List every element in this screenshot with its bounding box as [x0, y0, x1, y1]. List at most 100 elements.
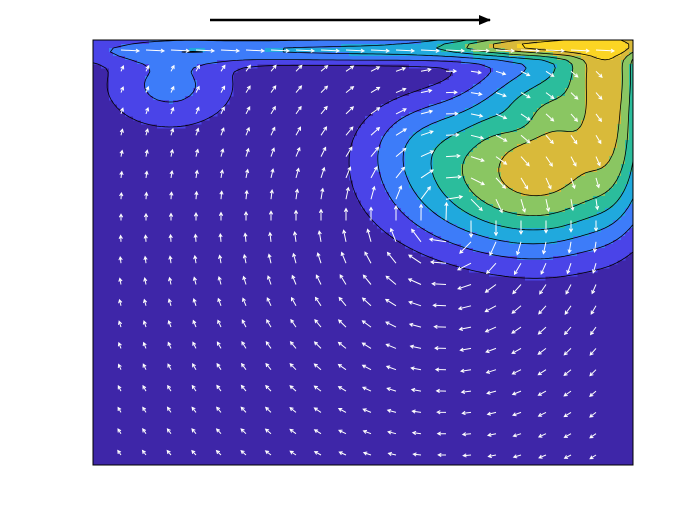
velocity-vector: [170, 106, 175, 115]
contour-cell: [461, 92, 494, 97]
contour-cell: [625, 56, 633, 61]
contour-cell: [357, 132, 386, 137]
contour-cell: [569, 80, 586, 85]
velocity-vector: [167, 341, 172, 349]
velocity-vector: [118, 298, 123, 306]
contour-cell: [621, 92, 630, 97]
contour-cell: [401, 240, 450, 245]
contour-cell: [621, 68, 630, 73]
contour-cell: [473, 48, 506, 53]
velocity-vector: [316, 252, 322, 264]
velocity-vector: [245, 168, 250, 179]
velocity-vector: [545, 48, 566, 53]
contour-cell: [617, 132, 630, 137]
contour-cell: [385, 184, 410, 189]
contour-cell: [493, 68, 526, 73]
contour-cell: [621, 96, 630, 101]
velocity-vector: [167, 319, 172, 328]
velocity-vector: [445, 195, 464, 200]
velocity-vector: [264, 406, 272, 413]
contour-cell: [405, 172, 434, 177]
velocity-vector: [486, 411, 497, 416]
contour-cell: [193, 88, 234, 93]
contour-cell: [565, 224, 610, 229]
contour-cell: [553, 68, 574, 73]
contour-cell: [573, 180, 618, 185]
contour-cell: [109, 92, 150, 97]
velocity-vector: [240, 428, 247, 435]
contour-cell: [505, 84, 538, 89]
contour-cell: [581, 124, 618, 129]
contour-cell: [621, 192, 633, 197]
contour-cell: [457, 264, 610, 269]
velocity-vector: [119, 128, 124, 136]
velocity-vector: [270, 64, 277, 72]
contour-cell: [393, 124, 430, 129]
contour-cell: [381, 172, 406, 177]
contour-cell: [505, 184, 566, 189]
velocity-vector: [512, 454, 522, 459]
contour-cell: [597, 212, 626, 217]
velocity-vector: [241, 341, 247, 349]
contour-cell: [401, 208, 430, 213]
contour-cell: [501, 156, 610, 161]
contour-cell: [585, 76, 622, 81]
velocity-vector: [191, 428, 197, 435]
velocity-vector: [220, 148, 225, 157]
velocity-vector: [487, 453, 497, 459]
contour-cell: [629, 72, 633, 77]
contour-cell: [409, 140, 442, 145]
contour-cell: [573, 64, 586, 69]
velocity-vector: [143, 298, 148, 306]
velocity-vector: [240, 406, 247, 413]
contour-cell: [121, 44, 342, 49]
velocity-vector: [411, 430, 422, 436]
velocity-vector: [216, 384, 222, 392]
velocity-vector: [141, 449, 147, 456]
velocity-vector: [219, 169, 224, 178]
contour-cell: [453, 200, 486, 205]
contour-cell: [597, 56, 614, 61]
velocity-vector: [386, 251, 397, 264]
contour-cell: [501, 172, 586, 177]
contour-cell: [473, 52, 510, 57]
velocity-vector: [445, 174, 463, 180]
contour-cell: [625, 232, 633, 237]
contour-cell: [609, 188, 626, 193]
velocity-vector: [339, 274, 347, 285]
velocity-vector: [408, 254, 422, 264]
contour-cell: [501, 132, 546, 137]
contour-cell: [629, 44, 633, 49]
velocity-vector: [119, 170, 124, 178]
velocity-vector: [420, 67, 432, 73]
contour-cell: [381, 180, 410, 185]
velocity-vector: [484, 284, 497, 293]
velocity-vector: [543, 220, 549, 234]
velocity-vector: [520, 134, 531, 144]
contour-cell: [409, 136, 450, 141]
velocity-vector: [192, 341, 197, 349]
velocity-vector: [458, 326, 472, 331]
contour-cell: [401, 116, 446, 121]
contour-cell: [405, 164, 434, 169]
velocity-vector: [545, 199, 551, 213]
contour-cell: [457, 112, 502, 117]
contour-cell: [481, 120, 530, 125]
velocity-vector: [411, 409, 422, 414]
contour-cell: [361, 204, 398, 209]
velocity-vector: [119, 149, 124, 157]
velocity-vector: [118, 320, 123, 328]
contour-cell: [413, 248, 474, 253]
contour-cell: [109, 96, 154, 101]
contour-cell: [621, 64, 630, 69]
velocity-vector: [418, 203, 424, 221]
velocity-vector: [410, 387, 422, 393]
contour-cell: [441, 260, 618, 265]
contour-cell: [585, 68, 622, 73]
contour-cell: [505, 108, 538, 113]
contour-cell: [521, 72, 554, 77]
velocity-vector: [313, 363, 322, 371]
contour-cell: [585, 104, 622, 109]
velocity-vector: [265, 362, 272, 371]
velocity-vector: [436, 410, 447, 415]
